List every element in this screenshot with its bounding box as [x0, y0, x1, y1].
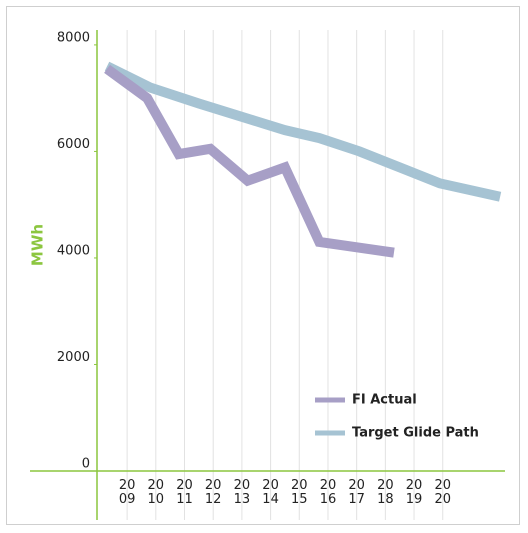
x-tick-label: 20 09	[118, 478, 136, 507]
x-tick-label: 20 18	[377, 478, 394, 507]
legend-label: Target Glide Path	[352, 426, 479, 441]
x-tick-label: 20 11	[176, 478, 193, 507]
series-line	[104, 61, 502, 202]
x-tick-label: 20 13	[233, 478, 251, 507]
x-tick-label: 20 14	[262, 478, 279, 507]
y-tick-label: 2000	[57, 350, 90, 365]
x-tick-label: 20 16	[319, 478, 337, 507]
x-tick-label: 20 20	[434, 478, 451, 507]
x-tick-label: 20 17	[348, 478, 365, 507]
y-tick-label: 0	[82, 457, 90, 472]
chart-frame	[6, 6, 520, 525]
y-tick-label: 4000	[57, 243, 90, 258]
y-tick-label: 8000	[57, 30, 90, 45]
x-tick-label: 20 19	[405, 478, 423, 507]
series-line	[104, 64, 395, 258]
y-tick-label: 6000	[57, 137, 90, 152]
y-axis-label: MWh	[29, 224, 47, 266]
legend-label: FI Actual	[352, 393, 417, 408]
x-tick-label: 20 15	[290, 478, 308, 507]
x-tick-label: 20 10	[147, 478, 165, 507]
x-tick-label: 20 12	[204, 478, 222, 507]
